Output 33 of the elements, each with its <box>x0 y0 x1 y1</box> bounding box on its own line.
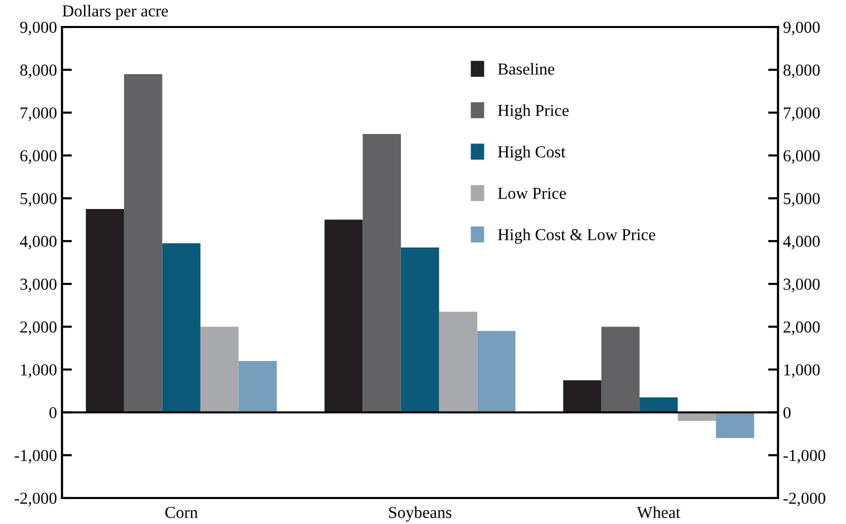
y-tick-label: -1,000 <box>14 450 57 464</box>
y-tick-label: 3,000 <box>20 278 57 292</box>
y-tick-label: 5,000 <box>20 192 57 207</box>
legend-label: High Cost <box>498 146 566 161</box>
legend-label: Baseline <box>498 62 554 75</box>
x-tick-label: Soybeans <box>389 506 452 522</box>
y2-tick-label: 1,000 <box>784 364 820 378</box>
y2-tick-label: 0 <box>783 407 791 418</box>
y-tick-label: 8,000 <box>20 64 57 78</box>
x-tick-label: Corn <box>165 506 198 518</box>
y-tick-label: 9,000 <box>20 22 57 36</box>
y2-tick-label: 9,000 <box>783 22 820 36</box>
y-axis-title: Dollars per acre <box>62 4 168 20</box>
y2-tick-label: 6,000 <box>784 150 820 164</box>
legend-label: High Price <box>498 104 569 120</box>
y-tick-label: 1,000 <box>21 364 57 378</box>
y-tick-label: 0 <box>49 407 57 418</box>
x-tick-label: Wheat <box>636 506 680 518</box>
legend-label: High Cost & Low Price <box>498 228 656 244</box>
y2-tick-label: -2,000 <box>783 492 826 506</box>
y-tick-label: 6,000 <box>20 150 57 164</box>
y2-tick-label: 3,000 <box>784 278 820 292</box>
y2-tick-label: 8,000 <box>783 64 820 78</box>
legend-label: Low Price <box>498 188 566 199</box>
y2-tick-label: 5,000 <box>784 192 820 207</box>
y2-tick-label: 4,000 <box>783 236 820 250</box>
y-tick-label: 4,000 <box>20 236 57 250</box>
y-tick-label: 2,000 <box>20 321 57 336</box>
y2-tick-label: -1,000 <box>783 450 826 464</box>
y2-tick-label: 7,000 <box>784 107 820 121</box>
y-tick-label: -2,000 <box>14 492 57 506</box>
y-tick-label: 7,000 <box>20 107 57 121</box>
y2-tick-label: 2,000 <box>784 321 820 336</box>
